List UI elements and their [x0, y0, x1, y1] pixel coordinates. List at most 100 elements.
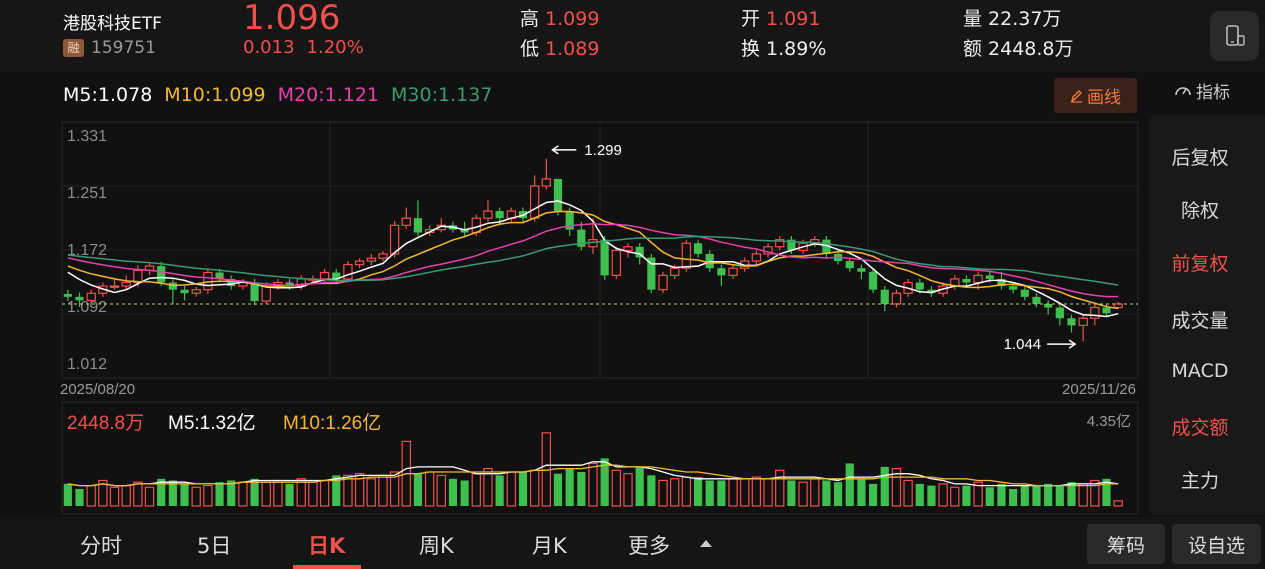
stat-high-value: 1.099 — [545, 8, 600, 30]
side-item-back-adjusted[interactable]: 后复权 — [1171, 147, 1229, 169]
volume-bar — [180, 483, 189, 506]
volume-m5-label: M5:1.32亿 — [168, 412, 256, 434]
volume-bar — [705, 480, 714, 506]
volume-bar — [740, 478, 750, 507]
volume-bar — [915, 483, 924, 506]
side-item-volume[interactable]: 成交量 — [1171, 310, 1229, 332]
volume-ma10-line — [67, 464, 1119, 487]
volume-bar — [460, 480, 469, 506]
candle — [389, 221, 400, 258]
candle — [1032, 293, 1041, 308]
stat-amount: 额 2448.8万 — [963, 34, 1074, 61]
candle — [180, 286, 189, 301]
volume-bars — [63, 432, 1123, 507]
volume-bar — [717, 480, 726, 506]
pencil-icon — [1070, 89, 1082, 103]
stat-low: 低 1.089 — [520, 34, 599, 61]
volume-bar — [495, 475, 504, 506]
change-value: 0.013 — [243, 37, 295, 58]
candle — [751, 250, 762, 265]
indicator-label: 指标 — [1196, 83, 1230, 103]
stat-turnover-label: 换 — [741, 38, 761, 60]
volume-bar — [1044, 483, 1053, 506]
candle — [962, 275, 971, 287]
draw-line-button[interactable]: 画线 — [1054, 78, 1137, 113]
volume-bar — [938, 483, 948, 507]
candle — [86, 289, 96, 304]
volume-bar — [822, 480, 831, 506]
candle — [63, 289, 72, 302]
price-change: 0.013 1.20% — [243, 37, 376, 58]
stat-high-label: 高 — [520, 8, 540, 30]
volume-bar — [506, 471, 516, 507]
volume-bar — [529, 469, 540, 507]
ma5-legend: M5:1.078 — [63, 84, 153, 106]
moving-average-lines — [67, 200, 1119, 318]
volume-bar — [285, 483, 294, 506]
candle — [483, 200, 493, 222]
candle — [845, 257, 854, 272]
tab-5-day[interactable]: 5日 — [197, 534, 232, 558]
volume-bar — [157, 478, 166, 506]
candle — [693, 239, 703, 258]
low-arrowhead-icon — [1068, 339, 1077, 349]
candle — [915, 278, 924, 294]
volume-bar — [63, 483, 72, 506]
volume-bar — [389, 471, 400, 507]
tab-more[interactable]: 更多 — [628, 534, 670, 558]
security-code-row: 融 159751 — [63, 38, 156, 58]
stat-open-value: 1.091 — [766, 8, 821, 30]
volume-bar — [133, 481, 143, 507]
caret-up-icon[interactable] — [698, 537, 714, 549]
volume-bar — [611, 469, 622, 507]
y-tick-label: 1.331 — [67, 128, 107, 145]
security-name: 港股科技ETF — [63, 14, 162, 34]
stat-amount-value: 2448.8万 — [988, 38, 1074, 60]
kline-chart-svg: 1.331 1.251 1.172 1.092 1.012 2025/08/20 202… — [60, 121, 1139, 515]
volume-bar — [436, 474, 446, 507]
volume-bar — [997, 483, 1006, 506]
candle — [623, 243, 633, 258]
volume-bar — [787, 480, 796, 506]
low-annotation-label: 1.044 — [1004, 336, 1042, 353]
volume-bar — [448, 478, 458, 506]
tab-intraday[interactable]: 分时 — [80, 534, 122, 558]
side-item-forward-adjusted[interactable]: 前复权 — [1171, 253, 1229, 275]
candle — [529, 175, 540, 222]
landscape-toggle-button[interactable] — [1210, 11, 1259, 61]
x-end-label: 2025/11/26 — [1062, 381, 1136, 398]
chips-button[interactable]: 筹码 — [1087, 524, 1165, 564]
volume-bar — [1020, 485, 1029, 506]
side-item-main-force[interactable]: 主力 — [1180, 470, 1219, 492]
volume-bar — [962, 485, 971, 506]
side-item-turnover-amount[interactable]: 成交额 — [1171, 417, 1229, 439]
volume-bar — [378, 474, 388, 507]
volume-bar — [1032, 485, 1041, 506]
volume-bar — [424, 471, 435, 507]
stat-volume: 量 22.37万 — [963, 4, 1061, 31]
add-watchlist-button[interactable]: 设自选 — [1172, 524, 1261, 564]
gauge-icon — [1175, 86, 1191, 95]
x-start-label: 2025/08/20 — [60, 381, 135, 398]
volume-bar — [296, 478, 306, 507]
low-annotation: 1.044 — [1004, 336, 1077, 353]
tab-monthly-k[interactable]: 月K — [532, 534, 567, 558]
volume-bar — [518, 471, 528, 506]
stat-low-label: 低 — [520, 38, 540, 60]
tab-weekly-k[interactable]: 周K — [419, 534, 454, 558]
volume-bar — [121, 484, 131, 507]
candle — [541, 158, 552, 190]
candle — [75, 292, 84, 307]
kline-chart[interactable]: 1.331 1.251 1.172 1.092 1.012 2025/08/20 202… — [0, 112, 1145, 517]
side-item-macd[interactable]: MACD — [1171, 360, 1229, 382]
volume-ma-lines — [67, 461, 1119, 487]
indicator-button[interactable]: 指标 — [1174, 78, 1230, 103]
volume-max-label: 4.35亿 — [1087, 413, 1131, 430]
side-item-ex-rights[interactable]: 除权 — [1180, 200, 1219, 222]
high-annotation-label: 1.299 — [584, 142, 622, 159]
volume-bar — [332, 475, 341, 506]
volume-bar — [763, 478, 773, 507]
candle — [413, 200, 423, 237]
volume-bar — [635, 466, 644, 506]
tab-daily-k[interactable]: 日K — [308, 534, 346, 558]
